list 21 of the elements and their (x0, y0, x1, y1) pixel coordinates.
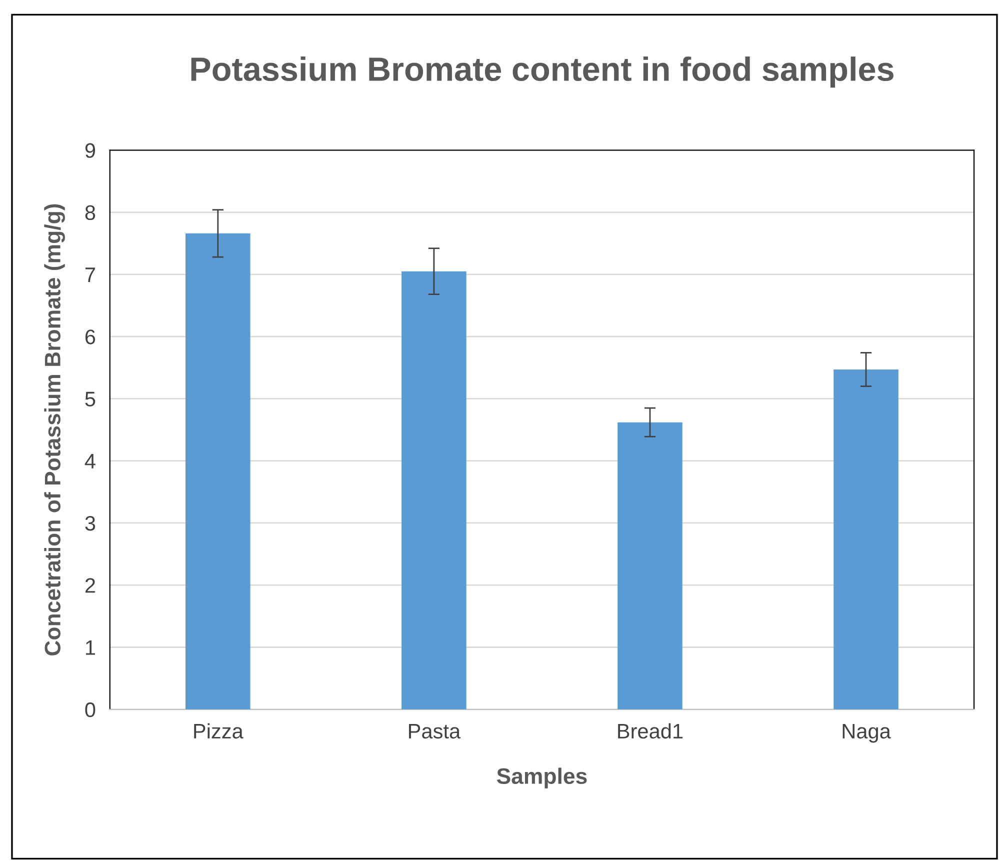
bar (834, 370, 898, 710)
y-tick-label: 2 (85, 578, 95, 593)
y-tick-label: 4 (84, 454, 96, 468)
y-tick-label: 6 (85, 330, 96, 344)
y-tick-label: 5 (85, 392, 96, 406)
chart-title: Potassium Bromate content in food samples (191, 56, 894, 88)
x-tick-label: Naga (842, 724, 891, 743)
bar (186, 233, 250, 710)
x-axis-title: Samples (496, 768, 587, 788)
y-tick-label: 1 (86, 640, 95, 655)
y-tick-label: 8 (85, 205, 96, 220)
y-tick-label: 0 (85, 702, 96, 718)
x-tick-label: Pizza (194, 723, 244, 739)
x-tick-label: Bread1 (618, 723, 683, 739)
y-tick-label: 9 (85, 143, 96, 158)
bar (402, 271, 466, 710)
y-tick-label: 7 (85, 268, 95, 282)
bar (618, 422, 682, 710)
y-axis-title: Concetration of Potassium Bromate (mg/g) (44, 204, 65, 656)
y-tick-label: 3 (85, 516, 96, 531)
x-tick-label: Pasta (409, 724, 461, 739)
